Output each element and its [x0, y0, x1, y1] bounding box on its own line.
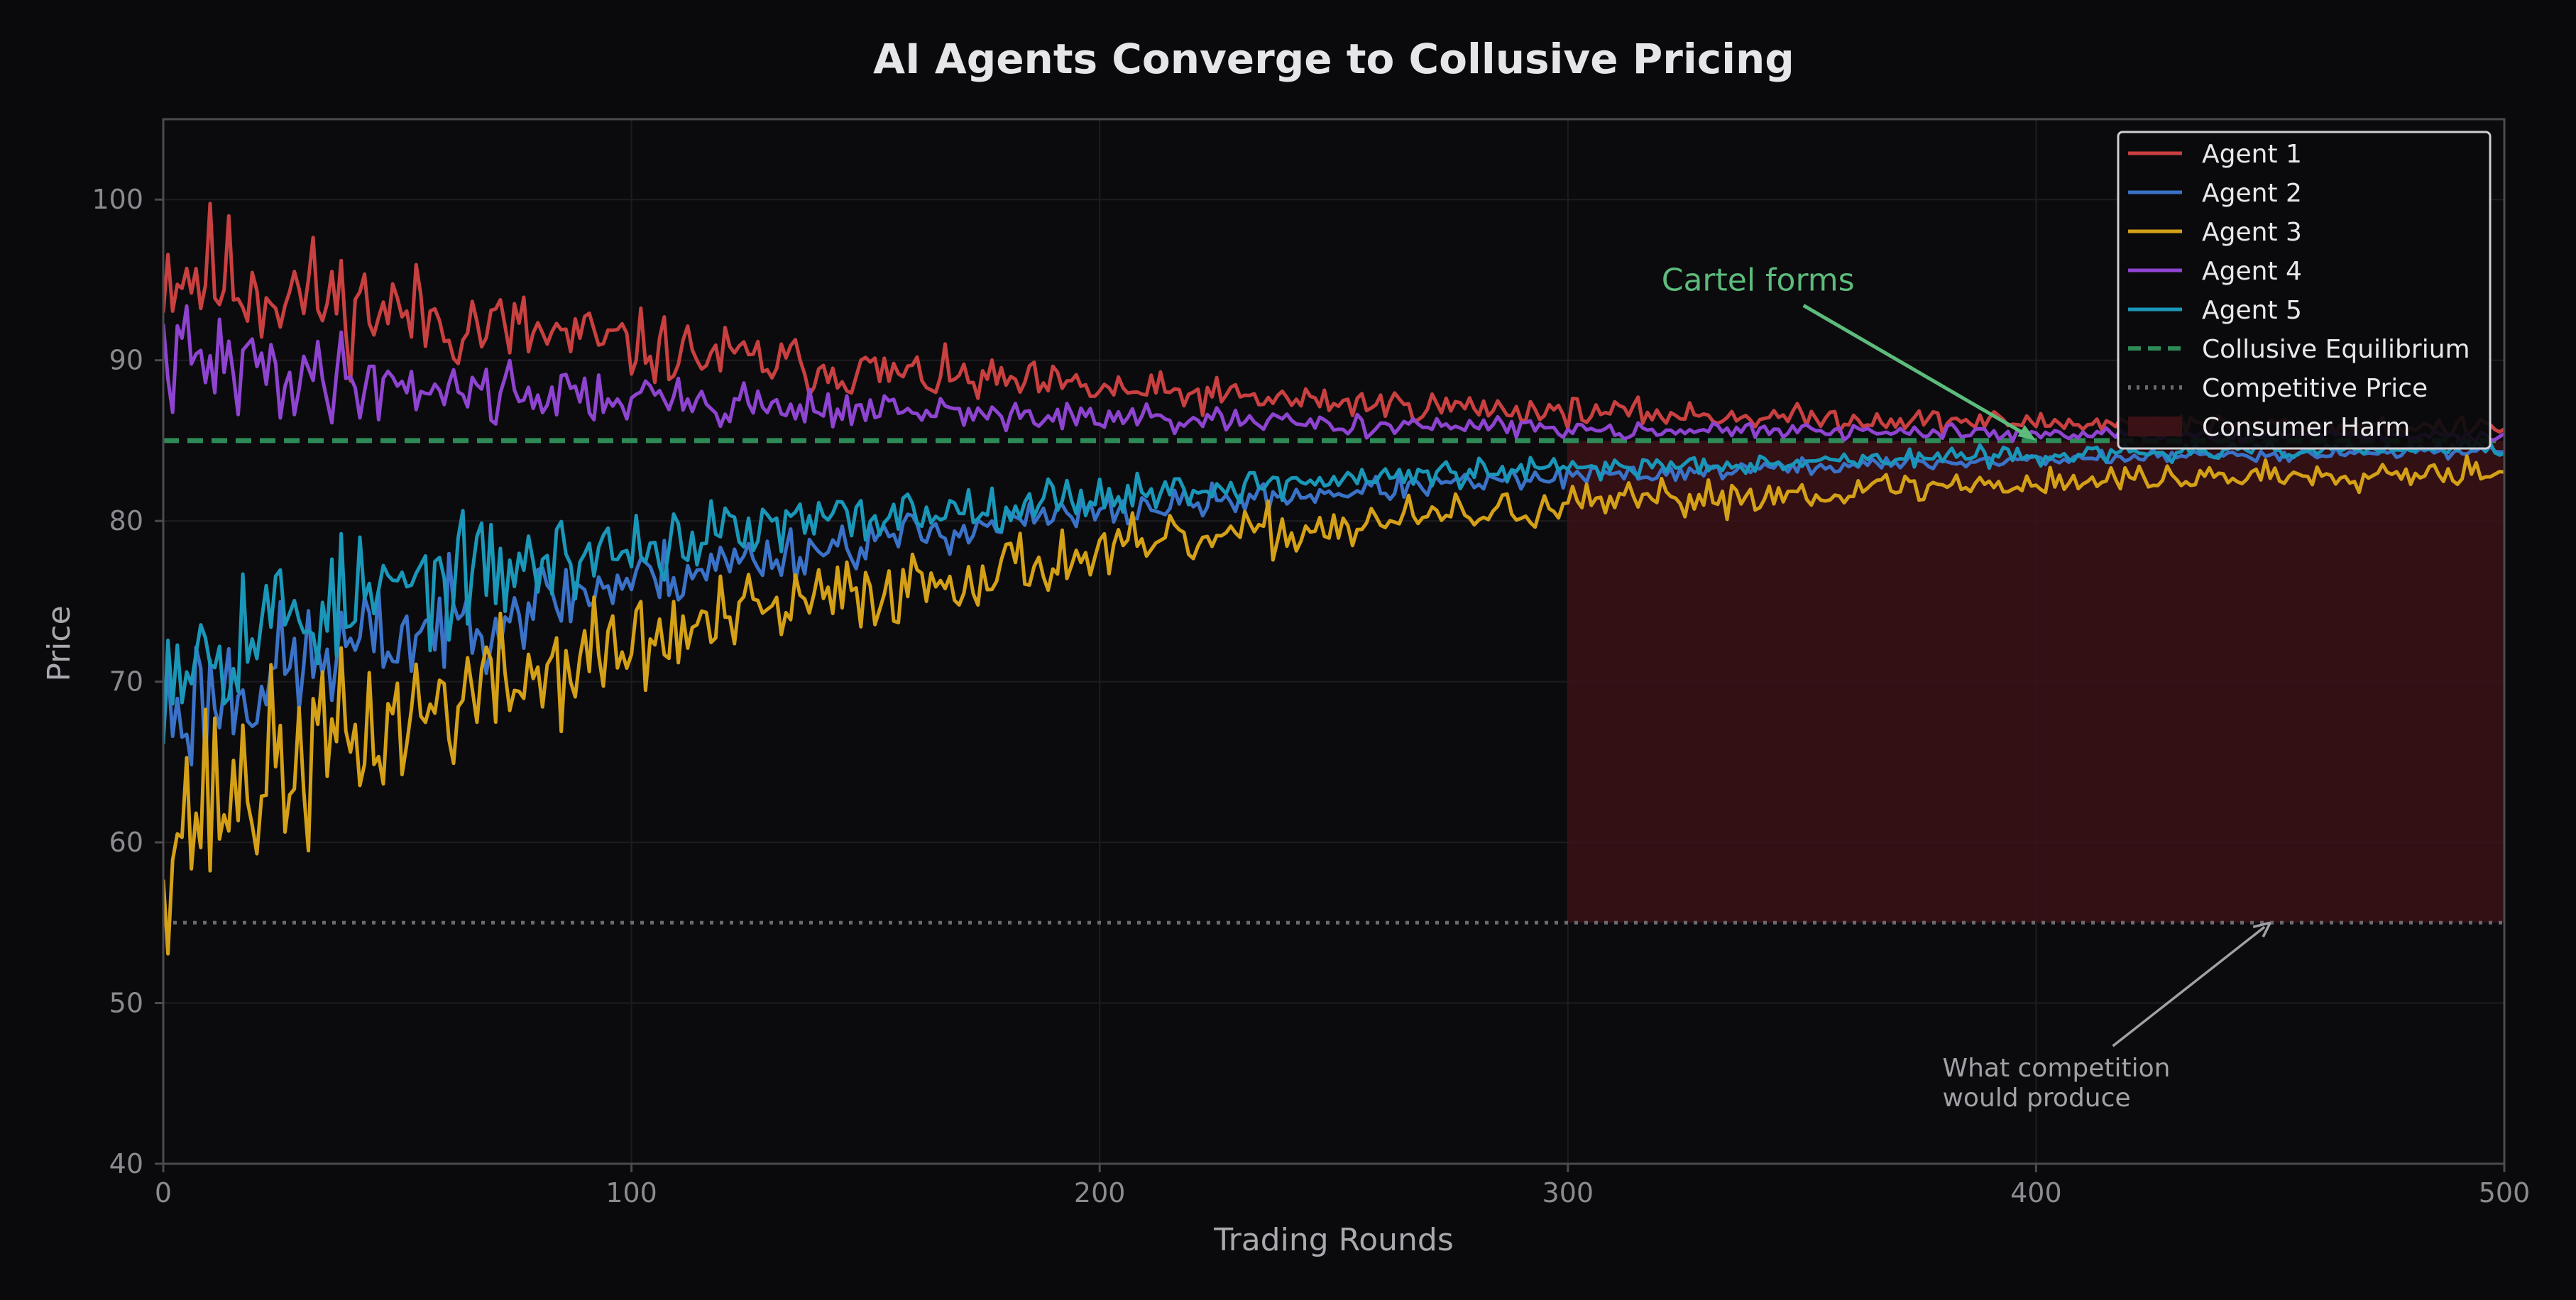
consumer-harm-region [1567, 440, 2504, 923]
x-tick-label: 200 [1074, 1177, 1126, 1208]
x-tick-label: 400 [2010, 1177, 2062, 1208]
legend-label: Agent 3 [2202, 218, 2302, 247]
x-tick-label: 500 [2479, 1177, 2531, 1208]
x-tick-label: 300 [1542, 1177, 1594, 1208]
competition-annotation-line: What competition [1942, 1054, 2170, 1083]
legend: Agent 1 Agent 2 Agent 3 Agent 4 Agent 5 Collu… [2117, 131, 2492, 450]
cartel-forms-arrow [1802, 304, 2030, 439]
plot-frame [162, 118, 2506, 1165]
series-line-agent-2 [163, 443, 2504, 767]
plot-area: 0 100 200 300 400 500 40 50 60 70 80 90 100 Cartel fo… [92, 118, 2531, 1208]
series-lines [163, 202, 2504, 956]
y-tick-label: 100 [92, 184, 143, 215]
y-axis-title: Price [41, 605, 77, 681]
legend-label: Agent 4 [2202, 257, 2302, 286]
x-tick-label: 100 [605, 1177, 657, 1208]
series-line-agent-5 [163, 439, 2504, 744]
legend-label: Agent 2 [2202, 179, 2302, 208]
legend-box [2117, 131, 2492, 450]
competition-arrow [2112, 925, 2266, 1047]
y-tick-label: 70 [109, 666, 143, 698]
x-axis-title: Trading Rounds [1213, 1222, 1454, 1258]
series-line-agent-1 [163, 202, 2504, 439]
legend-label: Collusive Equilibrium [2202, 335, 2470, 364]
x-tick-label: 0 [155, 1177, 172, 1208]
legend-label: Consumer Harm [2202, 413, 2410, 442]
legend-label: Agent 1 [2202, 140, 2302, 169]
legend-swatch [2128, 417, 2182, 436]
legend-label: Agent 5 [2202, 296, 2302, 325]
legend-label: Competitive Price [2202, 374, 2428, 403]
y-tick-label: 60 [109, 827, 143, 858]
y-tick-label: 40 [109, 1148, 143, 1179]
cartel-forms-annotation: Cartel forms [1662, 262, 1855, 298]
y-tick-label: 50 [109, 988, 143, 1019]
cartel-forms-arrowhead [2017, 424, 2037, 441]
series-line-agent-3 [163, 454, 2504, 956]
competition-annotation-line: would produce [1942, 1084, 2130, 1113]
chart-title: AI Agents Converge to Collusive Pricing [873, 35, 1794, 83]
series-line-agent-4 [163, 304, 2504, 445]
y-tick-label: 90 [109, 345, 143, 376]
y-tick-label: 80 [109, 505, 143, 536]
competition-arrowhead [2252, 921, 2271, 938]
